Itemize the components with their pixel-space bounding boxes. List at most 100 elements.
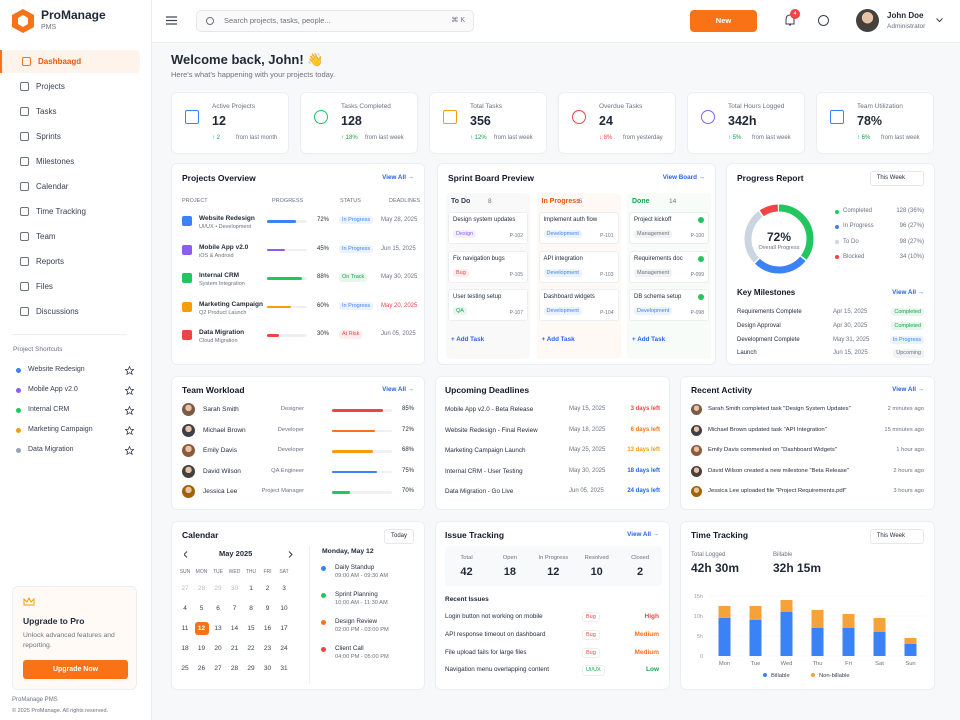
task-card[interactable]: API integration Development P-103: [538, 250, 619, 283]
calendar-day[interactable]: 20: [214, 645, 222, 652]
star-shape: [125, 446, 134, 455]
issue-stat-label: Total: [460, 555, 473, 561]
task-card[interactable]: Project kickoff Management P-100: [629, 212, 709, 244]
card-title: Sprint Board Preview: [448, 173, 534, 183]
calendar-day[interactable]: 29: [214, 585, 222, 592]
shortcut[interactable]: Internal CRM: [12, 404, 136, 418]
task-card[interactable]: Design system updates Design P-102: [448, 212, 528, 244]
view-all[interactable]: View All →: [382, 174, 414, 181]
shortcut[interactable]: Mobile App v2.0: [12, 384, 136, 398]
view-board[interactable]: View Board →: [662, 174, 705, 181]
calendar-day[interactable]: 21: [230, 645, 239, 652]
workload-bar: [332, 491, 350, 494]
issue-stat-label: Open: [502, 555, 517, 561]
icon: [20, 157, 29, 166]
calendar-day[interactable]: 28: [230, 665, 239, 672]
nav-item[interactable]: Tasks: [0, 100, 140, 123]
period-select[interactable]: This Week: [869, 529, 924, 544]
issue-priority: Low: [646, 666, 659, 674]
nav-item[interactable]: Time Tracking: [0, 200, 140, 223]
calendar-day[interactable]: 4: [183, 605, 187, 612]
nav-item[interactable]: Dashbaagd: [0, 50, 140, 73]
view-all[interactable]: View All →: [892, 289, 924, 296]
calendar-day[interactable]: 10: [280, 605, 288, 612]
calendar-day[interactable]: 3: [282, 585, 286, 592]
calendar-day[interactable]: 12: [194, 622, 209, 635]
nav-item[interactable]: Sprints: [0, 125, 140, 148]
task-card[interactable]: User testing setup QA P-107: [448, 289, 528, 321]
view-all[interactable]: View All →: [892, 386, 924, 393]
stat-card: Total Hours Logged 342h ↑ 5% from last week: [687, 92, 805, 154]
new-button[interactable]: New: [690, 10, 757, 32]
calendar-day[interactable]: 2: [265, 585, 270, 592]
sprint-column: In Progress 6 Implement auth flow Developme…: [536, 193, 621, 359]
calendar-day[interactable]: 29: [247, 665, 255, 672]
calendar-day[interactable]: 6: [216, 605, 220, 612]
nav-item[interactable]: Files: [0, 275, 140, 298]
workload-label: 72%: [402, 426, 415, 433]
calendar-day[interactable]: 31: [280, 665, 288, 672]
weekday: FRI: [263, 569, 272, 575]
nav-item[interactable]: Team: [0, 225, 140, 248]
calendar-day[interactable]: 14: [230, 625, 239, 632]
task-card[interactable]: Dashboard widgets Development P-104: [538, 289, 619, 321]
search-box[interactable]: Search projects, tasks, people... ⌘ K: [196, 10, 474, 32]
calendar-day[interactable]: 26: [197, 665, 206, 672]
workload-bar: [332, 470, 377, 474]
member-name: Emily Davis: [203, 447, 237, 455]
icon: [20, 232, 29, 241]
nav-item[interactable]: Reports: [0, 250, 140, 273]
calendar-day[interactable]: 11: [181, 625, 189, 632]
calendar-day[interactable]: 23: [263, 645, 272, 652]
add-task[interactable]: + Add Task: [541, 336, 575, 343]
task-tag: Development: [543, 268, 582, 277]
calendar-day[interactable]: 22: [247, 645, 255, 652]
deadline: May 28, 2025: [381, 217, 418, 223]
task-card[interactable]: Fix navigation bugs Bug P-105: [448, 250, 528, 283]
calendar-day[interactable]: 16: [263, 625, 272, 632]
view-all[interactable]: View All →: [627, 531, 659, 538]
bar: [842, 628, 855, 656]
calendar-day[interactable]: 8: [249, 605, 253, 612]
nav-item[interactable]: Projects: [0, 75, 140, 98]
stat-card: Tasks Completed 128 ↑ 18% from last week: [300, 92, 418, 154]
nav-item[interactable]: Calendar: [0, 175, 140, 198]
shortcut[interactable]: Data Migration: [12, 444, 136, 458]
calendar-day[interactable]: 17: [280, 625, 288, 632]
calendar-day[interactable]: 25: [181, 665, 189, 672]
task-card[interactable]: Requirements doc Management P-099: [629, 250, 709, 283]
nav-item[interactable]: Milestones: [0, 150, 140, 173]
task-card[interactable]: DB schema setup Development P-098: [629, 289, 709, 321]
calendar-day[interactable]: 7: [232, 605, 237, 612]
view-all[interactable]: View All →: [382, 386, 414, 393]
calendar-day[interactable]: 27: [181, 585, 189, 592]
calendar-day[interactable]: 30: [263, 665, 272, 672]
project-icon: [182, 301, 192, 312]
add-task[interactable]: + Add Task: [451, 336, 485, 343]
calendar-day[interactable]: 19: [197, 645, 206, 652]
calendar-day[interactable]: 30: [230, 585, 239, 592]
calendar-day[interactable]: 24: [280, 645, 288, 652]
add-task[interactable]: + Add Task: [632, 336, 666, 343]
shortcut[interactable]: Marketing Campaign: [12, 424, 136, 438]
calendar-day[interactable]: 13: [214, 625, 222, 632]
logo: [12, 9, 34, 33]
period-select[interactable]: This Week: [869, 171, 924, 186]
calendar-day[interactable]: 1: [249, 585, 253, 592]
upgrade-button[interactable]: Upgrade Now: [23, 660, 128, 679]
issue-tag: UI/UX: [582, 665, 605, 676]
calendar-day[interactable]: 28: [197, 585, 206, 592]
calendar-day[interactable]: 27: [214, 665, 222, 672]
calendar-day[interactable]: 5: [199, 605, 204, 612]
project-name: Internal CRM: [199, 272, 240, 280]
icon: [20, 132, 29, 141]
task-card[interactable]: Implement auth flow Development P-101: [538, 212, 619, 244]
bar: [842, 614, 855, 628]
today-button[interactable]: Today: [383, 529, 414, 544]
status-pill: In Progress: [339, 244, 374, 253]
calendar-day[interactable]: 15: [247, 625, 255, 632]
calendar-day[interactable]: 18: [181, 645, 189, 652]
calendar-day[interactable]: 9: [265, 605, 270, 612]
shortcut[interactable]: Website Redesign: [12, 364, 136, 378]
nav-item[interactable]: Discussions: [0, 300, 140, 323]
